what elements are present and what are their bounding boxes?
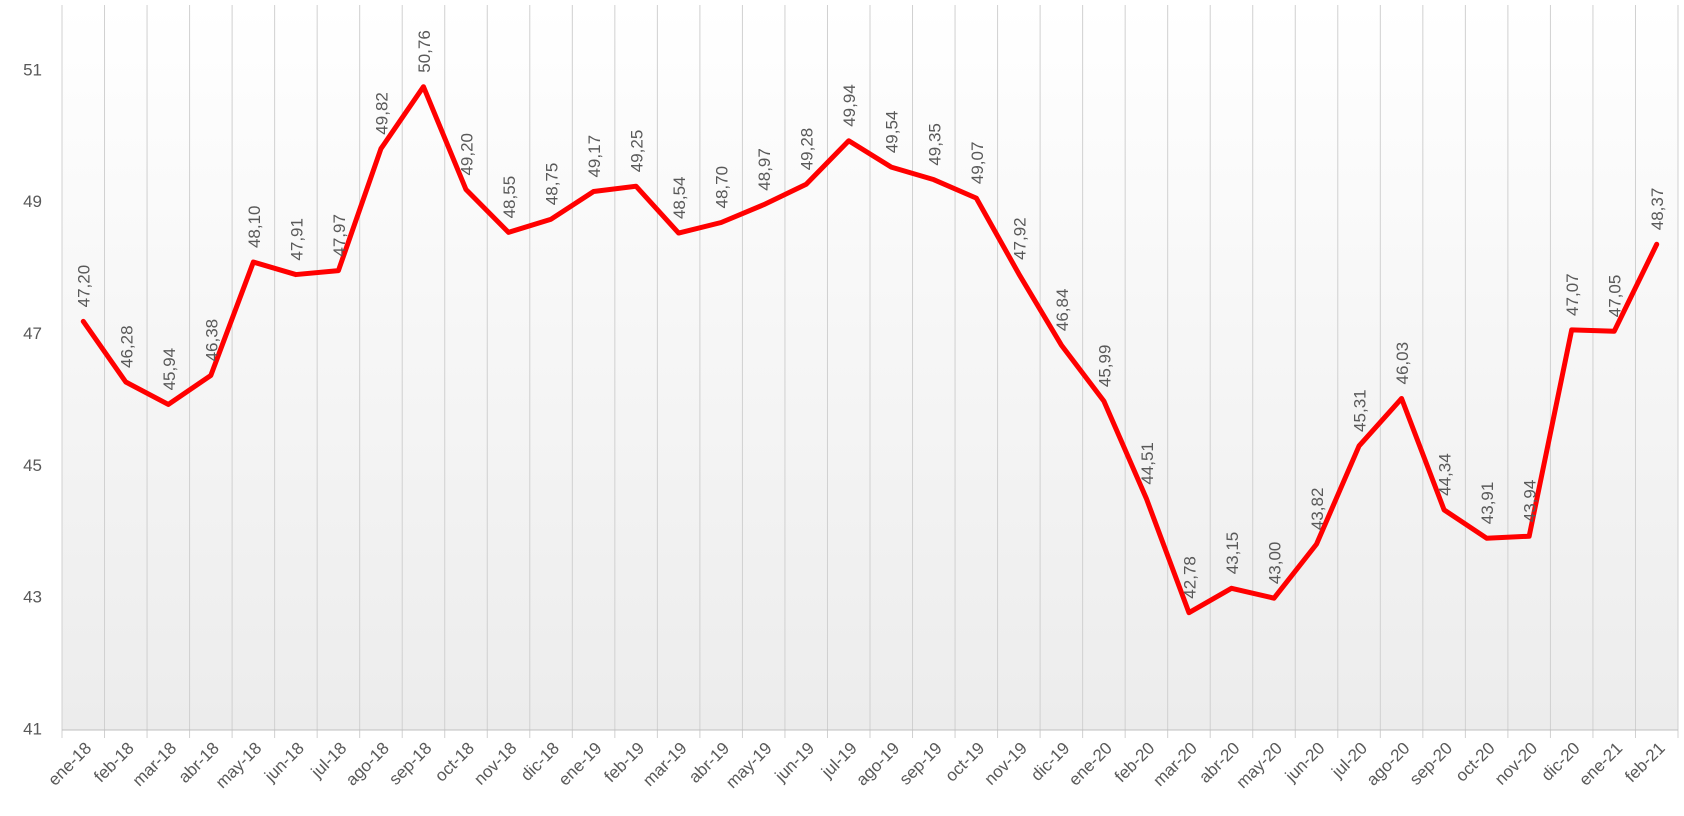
x-tick-label: may-19	[722, 739, 776, 793]
data-label: 46,38	[202, 319, 221, 362]
data-label: 43,15	[1223, 532, 1242, 575]
x-tick-label: may-20	[1232, 739, 1286, 793]
x-tick-label: nov-19	[981, 739, 1031, 789]
x-tick-label: sep-19	[896, 739, 946, 789]
data-label: 46,84	[1053, 289, 1072, 332]
data-label: 48,55	[500, 176, 519, 219]
x-tick-label: ene-20	[1065, 739, 1116, 790]
data-label: 47,05	[1606, 275, 1625, 318]
x-tick-label: oct-18	[431, 739, 478, 786]
data-label: 47,07	[1563, 273, 1582, 316]
data-label: 49,17	[585, 135, 604, 178]
data-label: 49,82	[372, 92, 391, 135]
data-label: 48,54	[670, 176, 689, 219]
x-tick-label: ene-18	[44, 739, 95, 790]
data-label: 45,31	[1351, 389, 1370, 432]
y-tick-label: 45	[23, 456, 42, 475]
data-label: 44,51	[1138, 442, 1157, 485]
data-label: 42,78	[1180, 556, 1199, 599]
data-label: 44,34	[1436, 453, 1455, 496]
data-label: 48,75	[543, 163, 562, 206]
x-tick-label: ene-21	[1575, 739, 1626, 790]
data-label: 49,25	[628, 130, 647, 173]
y-tick-label: 41	[23, 719, 42, 738]
x-tick-label: feb-21	[1621, 739, 1669, 787]
x-tick-label: ago-20	[1363, 739, 1414, 790]
data-label: 50,76	[415, 30, 434, 73]
x-tick-label: sep-18	[385, 739, 435, 789]
data-label: 48,97	[755, 148, 774, 191]
x-tick-label: ago-19	[852, 739, 903, 790]
data-label: 47,20	[75, 265, 94, 308]
data-label: 43,82	[1308, 488, 1327, 531]
data-label: 48,10	[245, 205, 264, 248]
x-tick-label: mar-19	[639, 739, 691, 791]
x-tick-label: ene-19	[555, 739, 606, 790]
data-label: 46,28	[117, 325, 136, 368]
data-label: 49,35	[925, 123, 944, 166]
x-tick-label: mar-18	[129, 739, 181, 791]
y-tick-label: 47	[23, 324, 42, 343]
data-label: 43,91	[1478, 482, 1497, 525]
x-tick-label: ago-18	[342, 739, 393, 790]
data-label: 47,92	[1010, 217, 1029, 260]
data-label: 46,03	[1393, 342, 1412, 385]
y-tick-label: 51	[23, 60, 42, 79]
x-tick-label: jun-19	[771, 739, 819, 787]
x-tick-label: may-18	[212, 739, 266, 793]
x-tick-label: oct-20	[1452, 739, 1499, 786]
line-series	[80, 84, 1660, 616]
data-label: 45,94	[160, 348, 179, 391]
data-label: 48,37	[1648, 188, 1667, 231]
data-label: 49,94	[840, 84, 859, 127]
data-label: 47,97	[330, 214, 349, 257]
data-label: 45,99	[1095, 345, 1114, 388]
x-tick-label: sep-20	[1406, 739, 1456, 789]
data-label: 49,28	[798, 128, 817, 171]
x-tick-label: nov-20	[1491, 739, 1541, 789]
data-label: 43,00	[1265, 542, 1284, 585]
data-label: 43,94	[1521, 480, 1540, 523]
x-tick-label: nov-18	[470, 739, 520, 789]
y-tick-label: 43	[23, 588, 42, 607]
data-label: 49,54	[883, 111, 902, 154]
x-tick-label: oct-19	[941, 739, 988, 786]
y-tick-label: 49	[23, 192, 42, 211]
data-label: 48,70	[713, 166, 732, 209]
data-label: 49,07	[968, 142, 987, 185]
x-tick-label: jun-20	[1281, 739, 1329, 787]
x-tick-label: mar-20	[1149, 739, 1201, 791]
x-tick-label: jun-18	[260, 739, 308, 787]
data-label: 49,20	[457, 133, 476, 176]
data-label: 47,91	[287, 218, 306, 261]
